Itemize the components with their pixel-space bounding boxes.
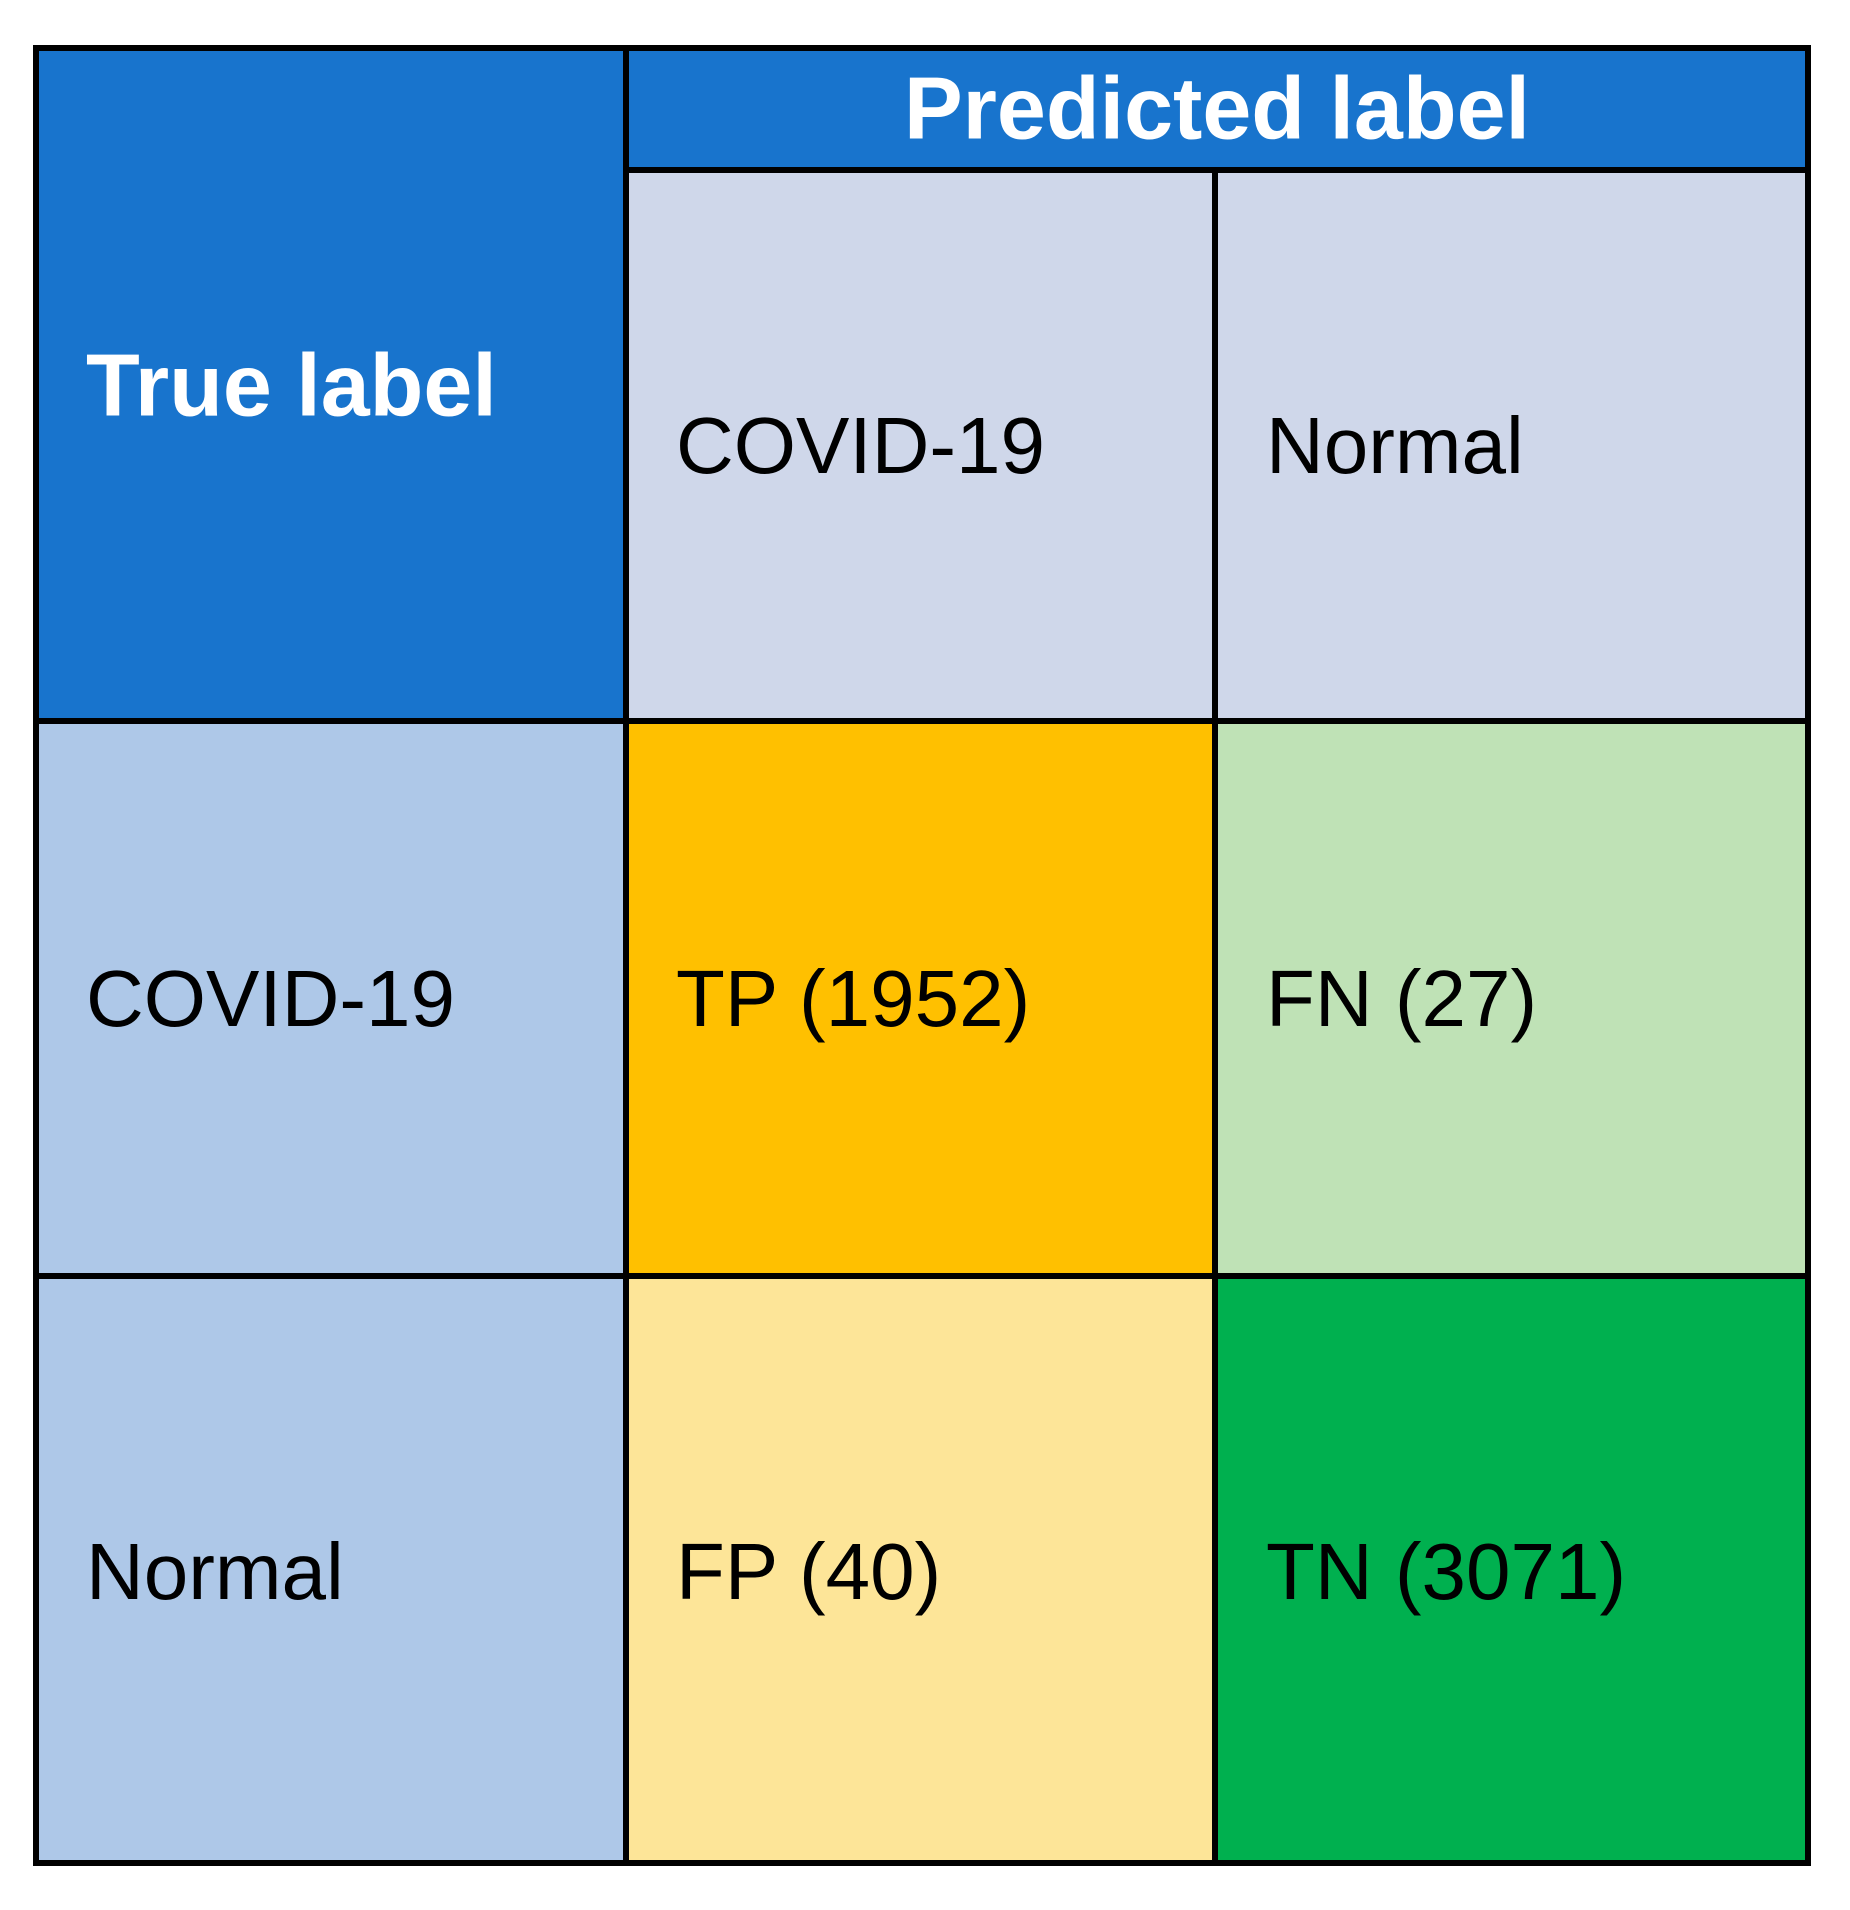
matrix-cell [623,718,1218,1279]
column-label: Normal [1266,401,1524,490]
matrix-value: FP (40) [676,1527,941,1616]
corner-cell [33,45,629,724]
matrix-cell [1212,1273,1811,1866]
column-label: COVID-19 [676,401,1045,490]
matrix-value: TP (1952) [676,954,1030,1043]
row-label: Normal [86,1527,344,1616]
column-label-cell [1212,167,1811,724]
row-label: COVID-19 [86,954,455,1043]
column-header: Predicted label [904,58,1530,157]
corner-label: True label [86,335,497,434]
column-label-cell [623,167,1218,724]
row-label-cell [33,1273,629,1866]
matrix-value: FN (27) [1266,954,1537,1043]
row-label-cell [33,718,629,1279]
column-header-cell [623,45,1811,173]
matrix-value: TN (3071) [1266,1527,1626,1616]
matrix-cell [623,1273,1218,1866]
